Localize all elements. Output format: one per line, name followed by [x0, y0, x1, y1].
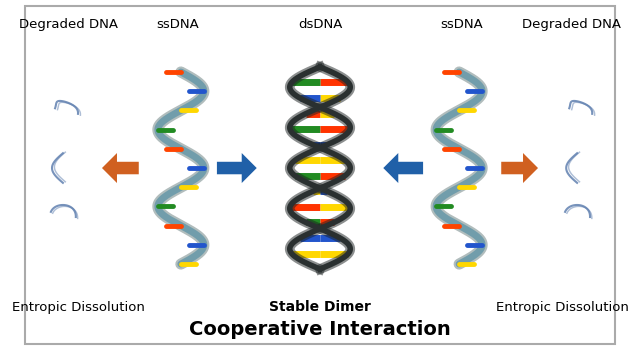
Text: Cooperative Interaction: Cooperative Interaction — [189, 320, 451, 339]
Text: Entropic Dissolution: Entropic Dissolution — [495, 301, 628, 314]
Text: dsDNA: dsDNA — [298, 18, 342, 31]
Text: Stable Dimer: Stable Dimer — [269, 300, 371, 314]
Text: Degraded DNA: Degraded DNA — [19, 18, 118, 31]
Text: ssDNA: ssDNA — [156, 18, 199, 31]
Text: Degraded DNA: Degraded DNA — [522, 18, 621, 31]
Text: ssDNA: ssDNA — [441, 18, 484, 31]
Text: Entropic Dissolution: Entropic Dissolution — [12, 301, 145, 314]
FancyBboxPatch shape — [25, 6, 615, 344]
